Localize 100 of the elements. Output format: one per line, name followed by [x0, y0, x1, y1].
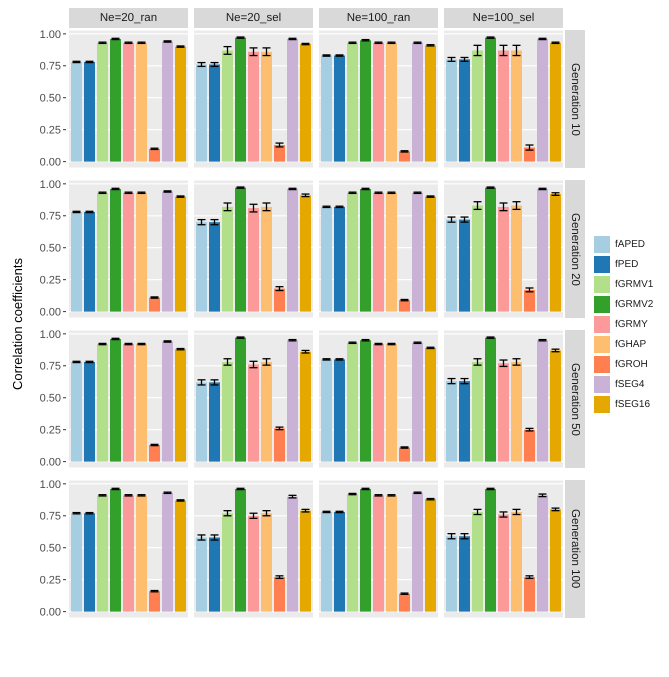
- legend-label: fGRMV1: [615, 278, 654, 290]
- bar: [373, 192, 384, 312]
- bar: [300, 195, 311, 312]
- bar: [399, 448, 410, 462]
- y-tick-label: 0.00: [40, 306, 61, 319]
- bar: [524, 148, 535, 162]
- bar: [84, 212, 95, 312]
- bar: [498, 50, 509, 162]
- bar: [399, 151, 410, 162]
- bar: [485, 338, 496, 462]
- bar: [84, 62, 95, 162]
- bar: [373, 495, 384, 612]
- legend-label: fSEG16: [615, 398, 650, 410]
- bar: [524, 290, 535, 312]
- x-tick-label: Ne=100_ran: [319, 8, 438, 28]
- y-tick-label: 0.50: [40, 92, 61, 105]
- bar: [472, 50, 483, 162]
- bar: [248, 516, 259, 612]
- bar: [386, 344, 397, 462]
- bar: [360, 188, 371, 312]
- bar: [472, 206, 483, 312]
- bar: [123, 344, 134, 462]
- bar: [321, 206, 332, 312]
- bar: [149, 148, 160, 162]
- bar: [149, 591, 160, 612]
- bar: [110, 338, 121, 462]
- y-tick-label: 0.25: [40, 574, 61, 587]
- bar: [550, 194, 561, 312]
- bar: [537, 495, 548, 612]
- y-tick-label: 0.50: [40, 542, 61, 555]
- bar: [248, 364, 259, 462]
- bar: [537, 38, 548, 162]
- bar: [386, 42, 397, 162]
- bar: [360, 488, 371, 612]
- bar: [300, 44, 311, 162]
- legend-label: fGROH: [615, 358, 648, 370]
- bar: [209, 222, 220, 312]
- bar: [334, 512, 345, 612]
- bar: [196, 64, 207, 162]
- bar: [162, 492, 173, 612]
- y2-axis-title: Generation 100: [569, 509, 581, 589]
- bar: [511, 512, 522, 612]
- bar: [321, 512, 332, 612]
- bar: [412, 342, 423, 462]
- y-tick-label: 0.00: [40, 606, 61, 619]
- bar: [412, 192, 423, 312]
- bar: [71, 62, 82, 162]
- bar: [386, 495, 397, 612]
- bar: [261, 513, 272, 612]
- bar: [235, 38, 246, 162]
- bar: [412, 42, 423, 162]
- legend-label: fGRMV2: [615, 298, 654, 310]
- bar: [287, 188, 298, 312]
- bar: [485, 488, 496, 612]
- bar: [459, 220, 470, 312]
- bar: [459, 536, 470, 612]
- y-tick-label: 0.00: [40, 156, 61, 169]
- bar: [84, 513, 95, 612]
- legend-label: fSEG4: [615, 378, 644, 390]
- bar: [347, 192, 358, 312]
- bar: [175, 349, 186, 462]
- bar: [222, 513, 233, 612]
- bar: [550, 350, 561, 462]
- bar: [261, 52, 272, 162]
- bar: [498, 363, 509, 462]
- bar: [209, 538, 220, 612]
- bar: [425, 45, 436, 162]
- bar: [235, 488, 246, 612]
- bar: [446, 220, 457, 312]
- y-tick-label: 0.00: [40, 456, 61, 469]
- legend-label: fGHAP: [615, 338, 646, 350]
- bar: [149, 298, 160, 312]
- y-tick-label: 0.75: [40, 510, 61, 523]
- bar: [373, 344, 384, 462]
- bar: [97, 495, 108, 612]
- y-tick-label: 0.25: [40, 274, 61, 287]
- x-tick-label: Ne=20_sel: [194, 8, 313, 28]
- bar: [235, 338, 246, 462]
- bar: [485, 188, 496, 312]
- bar: [110, 38, 121, 162]
- bar: [162, 42, 173, 162]
- bar: [334, 56, 345, 162]
- bar: [459, 59, 470, 162]
- bar: [123, 495, 134, 612]
- bar: [511, 206, 522, 312]
- bar: [136, 495, 147, 612]
- bar: [537, 188, 548, 312]
- y-tick-label: 1.00: [40, 328, 61, 341]
- bar: [334, 206, 345, 312]
- bar: [425, 499, 436, 612]
- y2-axis-title: Generation 50: [569, 362, 581, 436]
- bar: [550, 509, 561, 612]
- bar: [274, 428, 285, 462]
- legend-label: fGRMY: [615, 318, 648, 330]
- bar: [274, 288, 285, 312]
- bar: [360, 340, 371, 462]
- bar: [446, 59, 457, 162]
- y-tick-label: 0.50: [40, 392, 61, 405]
- bar: [196, 222, 207, 312]
- bar: [97, 42, 108, 162]
